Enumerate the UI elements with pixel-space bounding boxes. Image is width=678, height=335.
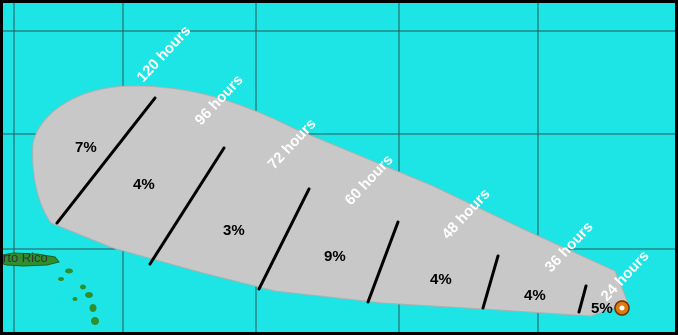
island <box>58 277 64 281</box>
divider-72-hours <box>257 187 311 291</box>
pct-label-36-48: 4% <box>430 271 452 288</box>
place-label: rto Rico <box>3 250 48 265</box>
divider-48-hours <box>481 254 500 310</box>
puerto-rico-island <box>3 252 60 267</box>
pct-label-60-72: 3% <box>223 222 245 239</box>
pct-label-72-96: 4% <box>133 176 155 193</box>
pct-label-96-120: 7% <box>75 139 97 156</box>
island <box>91 317 99 325</box>
tropical-disturbance-icon <box>614 300 630 316</box>
pct-label-24-36: 4% <box>524 287 546 304</box>
divider-36-hours <box>577 284 588 314</box>
cone-dividers <box>55 96 588 314</box>
island <box>85 292 93 298</box>
divider-96-hours <box>148 146 226 266</box>
pct-label-0-24: 5% <box>591 300 613 317</box>
island <box>65 268 73 274</box>
island <box>89 304 97 312</box>
land-islands <box>3 252 99 325</box>
island <box>72 297 78 301</box>
divider-60-hours <box>366 220 400 304</box>
island <box>80 284 86 290</box>
map-canvas: rto Rico 5% 4% 4% 9% 3% 4% 7% 24 hours 3… <box>3 3 675 332</box>
formation-cone <box>32 85 629 317</box>
divider-120-hours <box>55 96 157 225</box>
pct-label-48-60: 9% <box>324 248 346 265</box>
